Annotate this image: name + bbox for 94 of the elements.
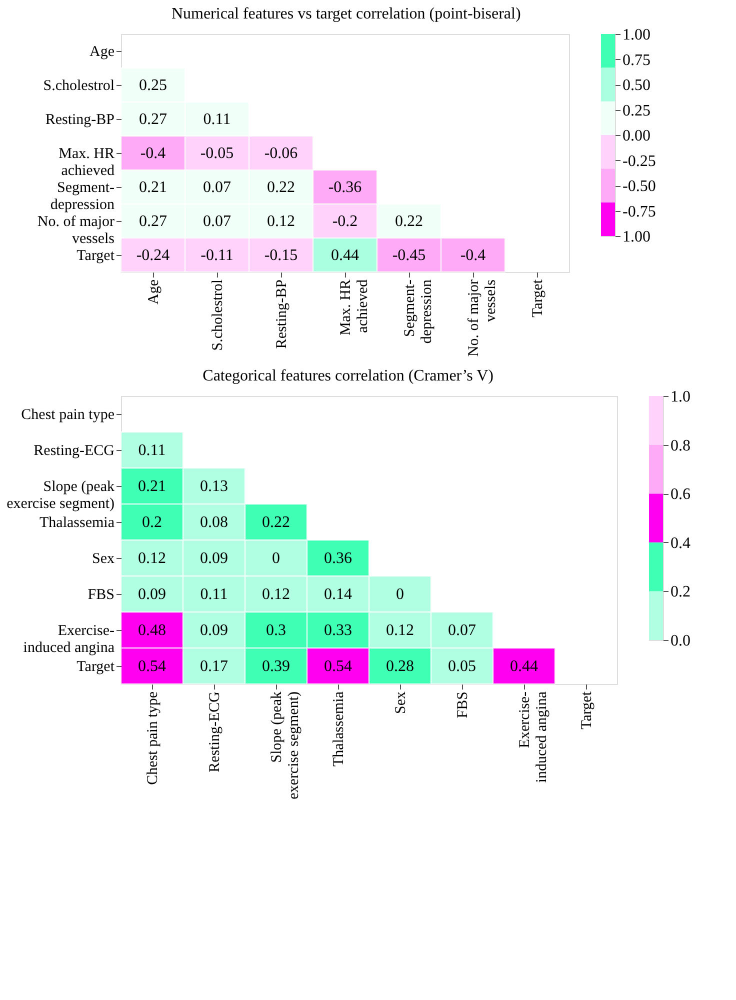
data-label: 0.12 — [267, 213, 295, 230]
data-label: -0.36 — [328, 179, 362, 196]
data-label: 0.33 — [324, 622, 352, 639]
data-label: 0.44 — [331, 247, 359, 264]
data-label: 0.44 — [510, 658, 538, 675]
x-tick-label: Resting-ECG — [207, 691, 223, 772]
data-label: 0.39 — [262, 658, 290, 675]
x-tick-label: Exercise-induced angina — [517, 691, 550, 783]
data-label: 0.25 — [139, 77, 167, 94]
color-bar-label: 1.00 — [622, 228, 650, 246]
y-tick-label: S.cholestrol — [43, 78, 114, 94]
x-tick-label: Target — [579, 690, 595, 730]
data-label: 0.07 — [448, 622, 476, 639]
color-bar-label: 0.0 — [670, 632, 690, 650]
color-bar-label: 0.4 — [670, 534, 690, 552]
x-tick-label: Sex — [393, 691, 409, 714]
x-tick-label: No. of major vessels — [466, 279, 499, 357]
data-label: 0.17 — [200, 658, 228, 675]
data-label: 0.13 — [200, 478, 228, 495]
y-tick-label: Slope (peak exercise segment) — [6, 479, 115, 512]
data-label: 0.07 — [203, 179, 231, 196]
data-label: 0 — [396, 586, 404, 603]
data-label: 0.09 — [200, 550, 228, 567]
color-bar-label: -0.50 — [622, 178, 656, 195]
x-tick-label: Resting-BP — [274, 280, 290, 349]
data-label: 0.27 — [139, 111, 167, 128]
x-tick-label: FBS — [455, 692, 471, 718]
y-tick-label: Thalassemia — [40, 515, 115, 531]
data-label: 0.05 — [448, 658, 476, 675]
data-label: 0 — [272, 550, 280, 567]
y-tick-label: Exercise-induced angina — [23, 623, 115, 656]
x-tick-label: Slope (peak exercise segment) — [269, 691, 302, 800]
data-label: 0.2 — [142, 514, 162, 531]
y-tick-label: Resting-ECG — [34, 443, 115, 459]
y-tick-label: No. of major vessels — [37, 214, 115, 247]
data-label: -0.06 — [264, 145, 298, 162]
data-label: 0.09 — [200, 622, 228, 639]
data-label: 0.09 — [138, 586, 166, 603]
data-label: -0.05 — [200, 145, 234, 162]
y-tick-label: FBS — [88, 587, 114, 603]
data-label: -0.11 — [200, 247, 234, 264]
y-tick-label: Target — [76, 248, 116, 264]
data-label: 0.54 — [324, 658, 352, 675]
data-label: 0.48 — [138, 622, 166, 639]
y-tick-label: Sex — [92, 551, 115, 567]
y-tick-label: Target — [76, 659, 116, 675]
x-tick-label: Target — [530, 278, 546, 318]
color-bar-label: 0.25 — [622, 102, 650, 120]
y-tick-label: Chest pain type — [21, 407, 115, 423]
color-bar-label: 0.6 — [670, 486, 690, 504]
x-tick-label: S.cholestrol — [210, 280, 226, 351]
color-bar-label: 0.75 — [622, 52, 650, 69]
data-label: 0.22 — [262, 514, 290, 531]
data-label: 0.12 — [386, 622, 414, 639]
x-tick-label: Max. HR achieved — [338, 279, 371, 336]
data-label: 0.08 — [200, 514, 228, 531]
data-label: 0.22 — [395, 213, 423, 230]
data-label: 0.11 — [203, 111, 231, 128]
color-bar-label: -0.75 — [622, 203, 656, 220]
data-label: 0.11 — [200, 586, 228, 603]
data-label: 0.22 — [267, 179, 295, 196]
data-label: 0.27 — [139, 213, 167, 230]
color-bar-label: 0.50 — [622, 77, 650, 94]
data-label: -0.4 — [140, 145, 166, 162]
color-bar-label: 1.00 — [622, 26, 650, 44]
color-bar-label: -0.25 — [622, 152, 656, 170]
data-label: 0.54 — [138, 658, 166, 675]
data-label: -0.15 — [264, 247, 298, 264]
data-label: 0.21 — [139, 179, 167, 196]
data-label: -0.4 — [460, 247, 486, 264]
y-tick-label: Age — [90, 44, 115, 60]
data-label: 0.12 — [138, 550, 166, 567]
x-tick-label: Age — [146, 279, 162, 304]
color-bar-label: 0.8 — [670, 437, 690, 454]
chart-title: Numerical features vs target correlation (point-biseral) — [171, 6, 521, 22]
y-tick-label: Max. HR achieved — [58, 146, 115, 179]
data-label: 0.3 — [266, 622, 286, 639]
color-bar-label: 0.2 — [670, 584, 690, 601]
x-tick-label: Thalassemia — [331, 691, 347, 766]
data-label: 0.07 — [203, 213, 231, 230]
data-label: -0.2 — [332, 213, 358, 230]
data-label: 0.21 — [138, 478, 166, 495]
chart-title: Categorical features correlation (Cramer’s V) — [202, 368, 494, 384]
data-label: 0.28 — [386, 658, 414, 675]
data-label: -0.24 — [136, 247, 170, 264]
data-label: 0.12 — [262, 586, 290, 603]
y-tick-label: Resting-BP — [45, 112, 114, 128]
data-label: -0.45 — [392, 247, 426, 264]
y-tick-label: Segment-depression — [50, 180, 115, 213]
color-bar-label: 0.00 — [622, 128, 650, 144]
data-label: 0.36 — [324, 550, 352, 567]
data-label: 0.14 — [324, 586, 352, 603]
color-bar-label: 1.0 — [670, 388, 690, 406]
data-label: 0.11 — [138, 442, 166, 459]
